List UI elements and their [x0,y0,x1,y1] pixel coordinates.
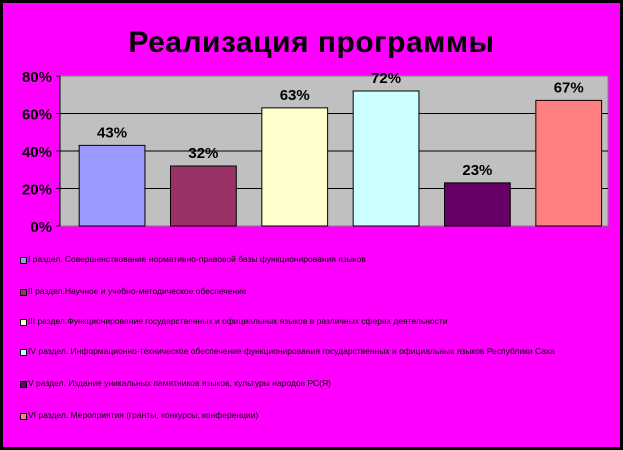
bar [352,90,420,227]
bars [78,90,603,227]
legend-swatch [20,289,27,296]
data-label: 43% [97,124,127,141]
data-label: 67% [554,79,584,96]
y-tick-label: 40% [22,144,52,161]
data-label: 32% [188,145,218,162]
legend-label: III раздел.Функционирование государствен… [28,316,448,326]
y-tick-label: 0% [30,219,52,236]
legend-label: I раздел. Совершенствование нормативно-п… [28,254,366,264]
legend-label: IV раздел. Информационно-техническое обе… [28,346,555,356]
data-label: 72% [371,70,401,87]
data-label: 63% [280,87,310,104]
legend-swatch [20,381,27,388]
legend-label: VI раздел. Мероприятия (гранты, конкурсы… [28,410,259,420]
legend-swatch [20,413,27,420]
legend-label: V раздел. Издание уникальных памятников … [28,378,331,388]
data-label: 23% [462,162,492,179]
legend-swatch [20,349,27,356]
y-axis: 0% 20% 40% 60% 80% [22,69,61,236]
y-tick-label: 60% [22,107,52,124]
legend-swatch [20,319,27,326]
y-tick-label: 80% [22,69,52,86]
y-tick-label: 20% [22,182,52,199]
bar [78,144,146,227]
bar [170,165,237,227]
bar [261,107,329,227]
legend-swatch [20,257,27,264]
chart-title: Реализация программы [128,26,495,59]
bar [535,99,603,227]
legend-label: II раздел.Научное и учебно-методическое … [28,286,247,296]
bar [444,182,511,227]
data-labels: 43% 32% 63% 72% 23% 67% [97,70,584,179]
gridlines [60,113,608,189]
